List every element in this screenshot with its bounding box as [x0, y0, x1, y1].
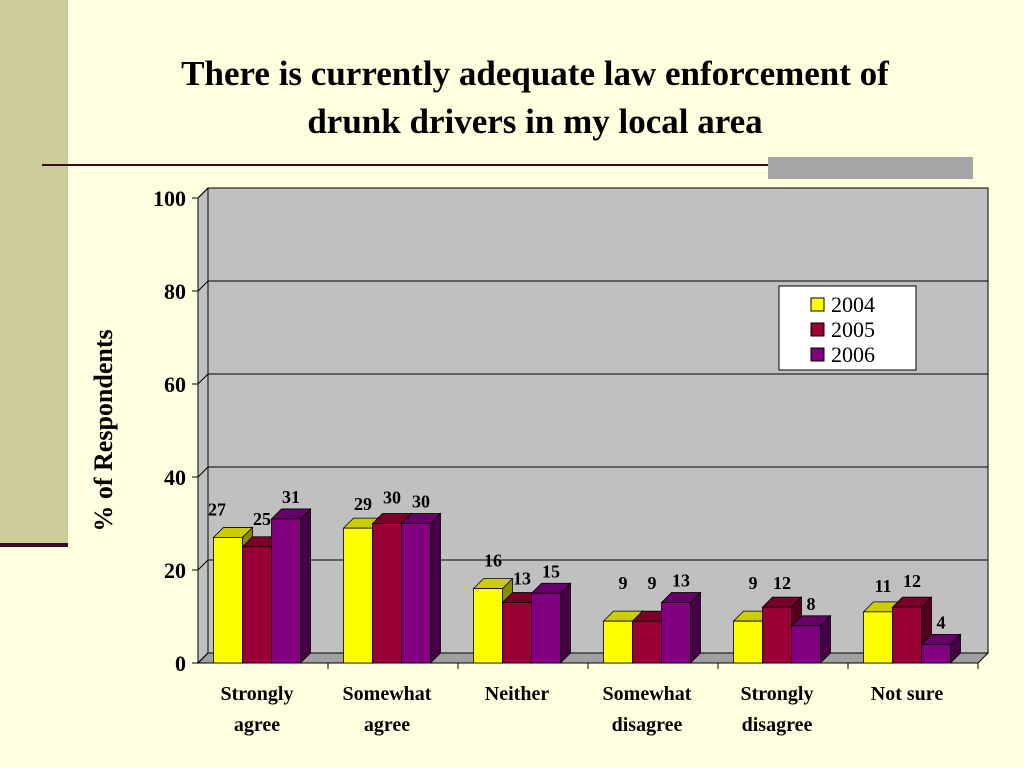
bar-2006	[791, 625, 821, 664]
gridline	[197, 280, 988, 292]
bar-2004	[213, 537, 243, 664]
bar-2005	[892, 606, 922, 664]
x-tick-label: Strongly	[741, 683, 814, 705]
data-label: 9	[749, 573, 758, 593]
bar-2006	[271, 518, 301, 664]
bar-side	[690, 591, 701, 664]
x-tick-label: Somewhat	[603, 683, 692, 705]
data-label: 25	[253, 509, 271, 529]
x-tick-label: agree	[234, 714, 280, 736]
data-label: 12	[773, 573, 791, 593]
y-tick-label: 40	[164, 465, 186, 490]
bar-2004	[863, 611, 893, 664]
gridline	[197, 466, 988, 478]
bar-2004	[733, 620, 763, 664]
legend-label: 2005	[831, 317, 875, 342]
bar-side	[560, 582, 571, 664]
bar-2004	[343, 527, 373, 664]
plot-area	[207, 187, 989, 654]
x-tick-label: Strongly	[221, 683, 294, 705]
y-tick-label: 0	[175, 651, 186, 676]
left-decorative-rule	[0, 543, 68, 547]
y-tick-label: 20	[164, 558, 186, 583]
data-label: 9	[619, 573, 628, 593]
gridline	[197, 187, 988, 199]
bar-2006	[921, 644, 951, 664]
y-tick-label: 80	[164, 279, 186, 304]
y-axis-title: % of Respondents	[89, 329, 118, 531]
bar-2005	[502, 602, 532, 664]
legend-label: 2004	[831, 292, 875, 317]
y-tick-label: 60	[164, 372, 186, 397]
y-tick-label: 100	[153, 186, 186, 211]
bar-2006	[531, 592, 561, 664]
legend-swatch-2006	[810, 347, 825, 362]
data-label: 8	[807, 594, 816, 614]
data-label: 16	[484, 551, 502, 571]
data-label: 29	[354, 494, 372, 514]
gridline	[197, 373, 988, 385]
x-tick-label: disagree	[742, 714, 813, 736]
slide-title-line1: There is currently adequate law enforcem…	[181, 54, 889, 93]
data-label: 31	[282, 487, 300, 507]
title-accent-block	[768, 157, 973, 179]
data-label: 30	[383, 488, 401, 508]
bar-2005	[242, 546, 272, 664]
x-tick-label: Somewhat	[343, 683, 432, 705]
data-label: 9	[648, 573, 657, 593]
left-decorative-band	[0, 0, 68, 545]
x-tick-label: Not sure	[871, 683, 944, 705]
bar-side	[300, 507, 311, 664]
data-label: 13	[672, 571, 690, 591]
bar-2005	[632, 620, 662, 664]
legend-label: 2006	[831, 342, 875, 367]
bar-2006	[401, 523, 431, 664]
data-label: 27	[208, 499, 226, 519]
data-label: 4	[937, 612, 946, 632]
legend-swatch-2005	[810, 322, 825, 337]
x-tick-label: agree	[364, 714, 410, 736]
x-tick-label: Neither	[485, 683, 550, 705]
slide-title-line2: drunk drivers in my local area	[307, 102, 763, 141]
x-tick-label: disagree	[612, 714, 683, 736]
gridline	[197, 559, 988, 571]
data-label: 30	[412, 492, 430, 512]
bar-2005	[762, 606, 792, 664]
data-label: 12	[903, 571, 921, 591]
legend	[778, 285, 917, 371]
legend-swatch-2004	[810, 297, 825, 312]
bar-side	[430, 512, 441, 664]
bar-2006	[661, 602, 691, 664]
title-underline-rule	[42, 164, 972, 166]
bar-2004	[473, 588, 503, 664]
gridline	[197, 652, 988, 664]
data-label: 13	[513, 569, 531, 589]
data-label: 15	[542, 561, 560, 581]
bar-2005	[372, 523, 402, 664]
data-label: 11	[874, 576, 891, 596]
bar-2004	[603, 620, 633, 664]
slide-title: There is currently adequate law enforcem…	[70, 50, 1000, 146]
